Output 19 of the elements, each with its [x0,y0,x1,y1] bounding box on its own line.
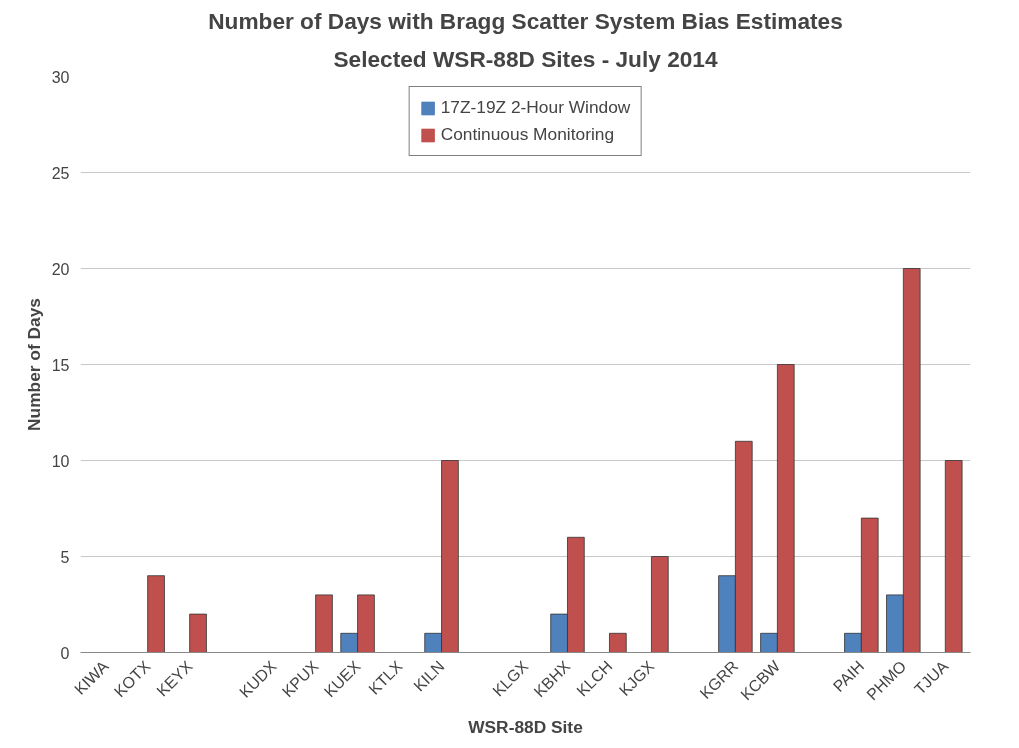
y-tick-label: 15 [51,356,70,374]
y-tick-label: 30 [51,68,70,86]
y-tick-label: 0 [60,644,70,662]
x-axis-title: WSR-88D Site [468,717,584,738]
legend-label: 17Z-19Z 2-Hour Window [440,97,631,118]
chart-subtitle: Selected WSR-88D Sites - July 2014 [333,45,718,72]
y-tick-label: 5 [60,548,70,566]
bar [315,594,333,653]
legend-label: Continuous Monitoring [440,124,615,145]
y-tick-label: 25 [51,164,70,182]
bar [609,632,627,653]
y-tick-label: 10 [51,452,70,470]
bar [944,460,963,653]
y-axis-title: Number of Days [23,298,44,431]
chart-title: Number of Days with Bragg Scatter System Bias Estimates [208,7,843,34]
bar [147,575,165,653]
bar [189,613,207,653]
y-tick-label: 20 [51,260,70,278]
bar [651,556,669,653]
